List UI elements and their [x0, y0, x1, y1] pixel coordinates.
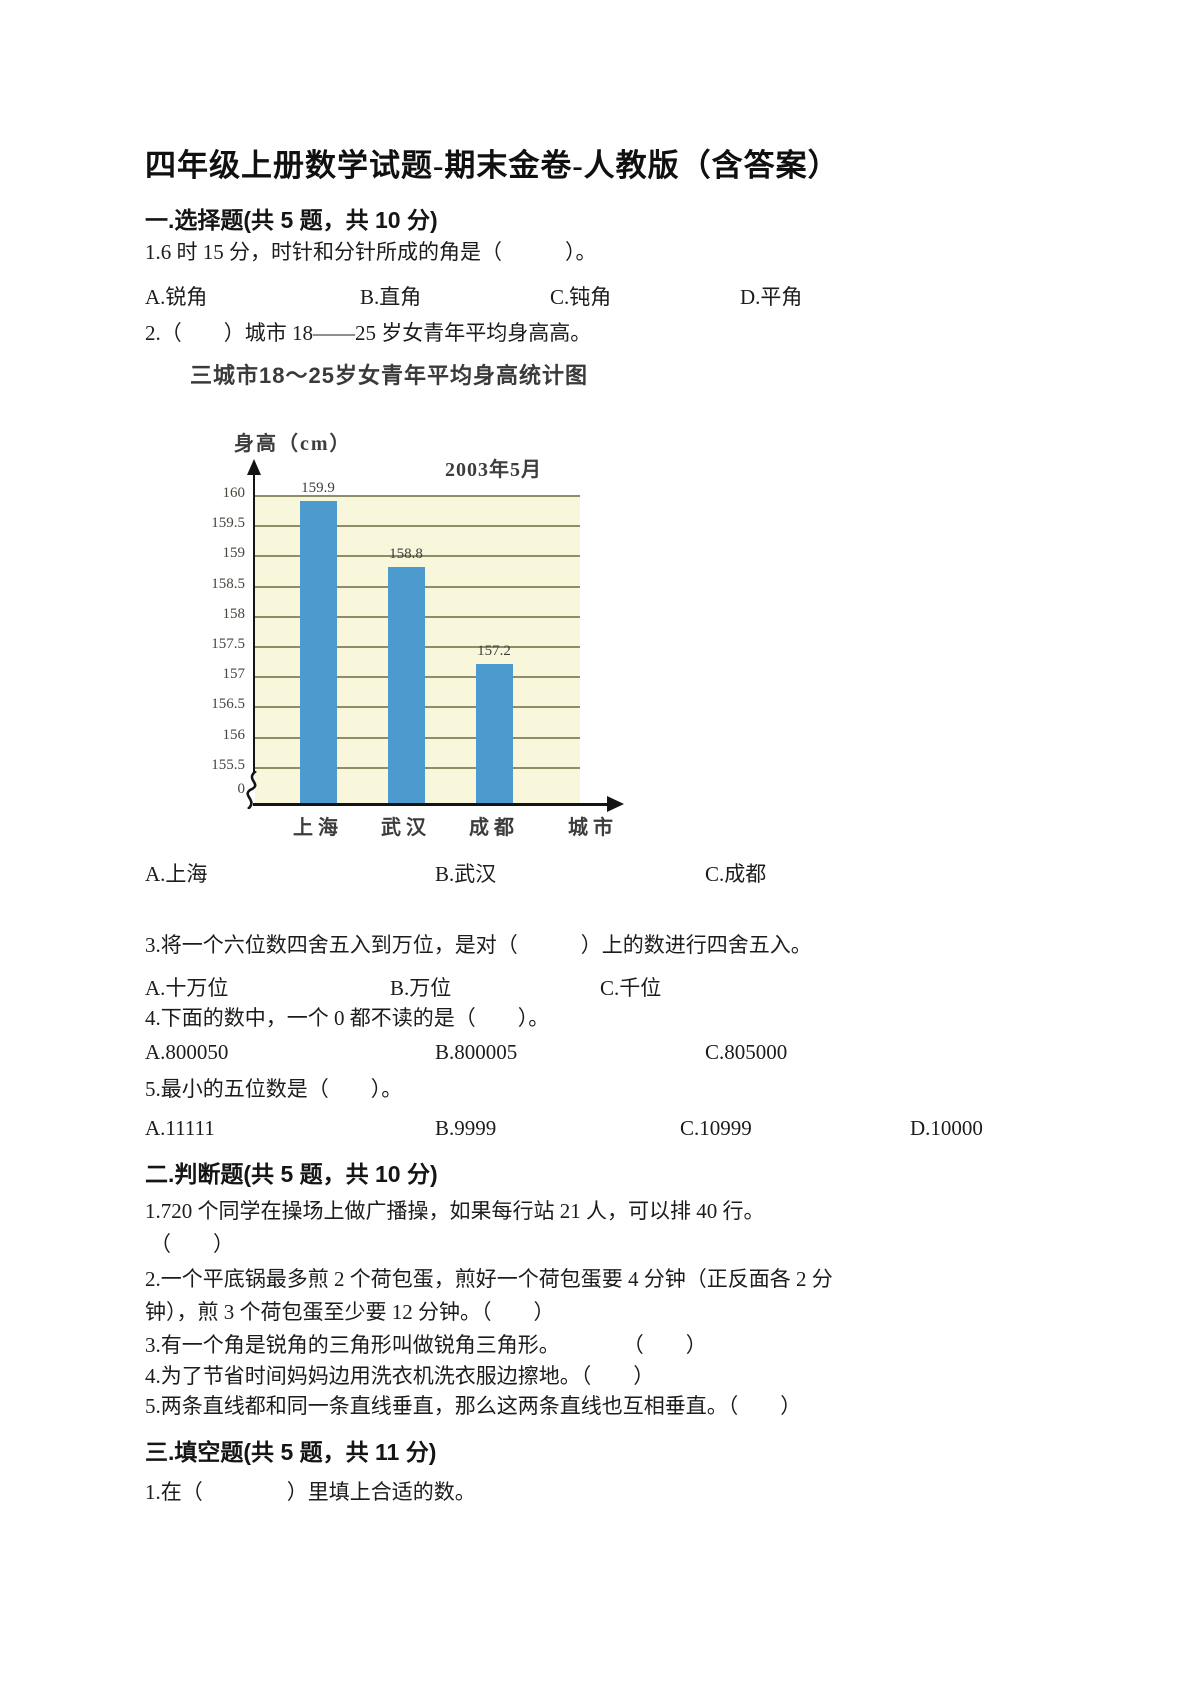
- question-1-2: 2.（ ）城市 18——25 岁女青年平均身高高。: [145, 321, 592, 345]
- y-tick-label: 156: [222, 726, 246, 743]
- question-1-5-options: A.11111 B.9999 C.10999 D.10000: [145, 1116, 1145, 1146]
- chart-annotation: 2003年5月: [445, 459, 542, 481]
- y-tick-label: 157: [222, 666, 246, 683]
- y-tick-label: 157.5: [211, 636, 245, 652]
- option-a: A.800050: [145, 1040, 229, 1064]
- option-d: D.平角: [740, 285, 803, 309]
- section-2-heading: 二.判断题(共 5 题，共 10 分): [145, 1161, 438, 1187]
- y-tick-label: 159: [222, 545, 246, 562]
- question-2-2-line1: 2.一个平底锅最多煎 2 个荷包蛋，煎好一个荷包蛋要 4 分钟（正反面各 2 分: [145, 1267, 833, 1291]
- option-b: B.直角: [360, 285, 422, 309]
- question-1-5: 5.最小的五位数是（ ）。: [145, 1077, 403, 1101]
- question-2-2-line2: 钟），煎 3 个荷包蛋至少要 12 分钟。（ ）: [145, 1300, 555, 1324]
- x-axis-arrow-icon: [607, 796, 624, 812]
- y-axis-arrow-icon: [247, 459, 261, 475]
- question-2-1-answer-bracket: （ ）: [150, 1232, 234, 1256]
- y-axis-label: 身高（cm）: [234, 433, 352, 455]
- bar-value-label: 158.8: [389, 546, 423, 563]
- option-b: B.武汉: [435, 862, 497, 886]
- option-a: A.上海: [145, 862, 208, 886]
- x-axis-line: [253, 803, 609, 806]
- question-1-3-options: A.十万位 B.万位 C.千位: [145, 972, 1145, 1002]
- question-1-2-options: A.上海 B.武汉 C.成都: [145, 858, 1145, 888]
- option-d: D.10000: [910, 1116, 983, 1140]
- question-2-3: 3.有一个角是锐角的三角形叫做锐角三角形。 （ ）: [145, 1333, 707, 1357]
- option-a: A.锐角: [145, 285, 208, 309]
- question-1-3: 3.将一个六位数四舍五入到万位，是对（ ）上的数进行四舍五入。: [145, 933, 812, 957]
- x-tick-label: 上海: [293, 817, 343, 839]
- option-c: C.805000: [705, 1040, 788, 1064]
- question-1-4: 4.下面的数中，一个 0 都不读的是（ ）。: [145, 1006, 550, 1030]
- gridline: [255, 555, 580, 558]
- x-axis-title: 城市: [568, 817, 618, 839]
- height-bar-chart: 身高（cm） 2003年5月 城市 160 159.5 159 158.5 158 157…: [170, 415, 650, 860]
- chart-title: 三城市18～25岁女青年平均身高统计图: [190, 363, 588, 388]
- question-2-5: 5.两条直线都和同一条直线垂直，那么这两条直线也互相垂直。（ ）: [145, 1394, 802, 1418]
- bar: [475, 664, 513, 803]
- option-b: B.万位: [390, 976, 452, 1000]
- question-1-4-options: A.800050 B.800005 C.805000: [145, 1040, 1145, 1070]
- y-tick-label: 156.5: [211, 696, 245, 713]
- x-tick-label: 成都: [469, 817, 519, 839]
- question-2-1: 1.720 个同学在操场上做广播操，如果每行站 21 人，可以排 40 行。: [145, 1199, 765, 1223]
- y-tick-label: 159.5: [211, 515, 245, 532]
- bar-value-label: 159.9: [301, 480, 335, 497]
- bar-value-label: 157.2: [477, 643, 511, 660]
- option-b: B.800005: [435, 1040, 518, 1064]
- option-c: C.千位: [600, 976, 662, 1000]
- y-tick-label: 0: [237, 781, 246, 797]
- axis-break-icon: [246, 771, 257, 809]
- option-a: A.11111: [145, 1116, 215, 1140]
- question-1-1: 1.6 时 15 分，时针和分针所成的角是（ ）。: [145, 240, 597, 264]
- gridline: [255, 495, 580, 497]
- x-tick-label: 武汉: [381, 817, 431, 839]
- question-2-4: 4.为了节省时间妈妈边用洗衣机洗衣服边擦地。（ ）: [145, 1364, 655, 1388]
- option-c: C.成都: [705, 862, 767, 886]
- y-axis-line: [253, 475, 255, 773]
- option-c: C.钝角: [550, 285, 612, 309]
- option-c: C.10999: [680, 1116, 752, 1140]
- section-1-heading: 一.选择题(共 5 题，共 10 分): [145, 207, 438, 233]
- gridline: [255, 525, 580, 528]
- page-title: 四年级上册数学试题-期末金卷-人教版（含答案）: [145, 148, 840, 183]
- option-a: A.十万位: [145, 976, 229, 1000]
- bar: [299, 501, 337, 803]
- section-3-heading: 三.填空题(共 5 题，共 11 分): [145, 1439, 437, 1465]
- y-tick-label: 158.5: [211, 575, 245, 592]
- y-tick-label: 160: [222, 485, 246, 501]
- y-tick-label: 155.5: [211, 756, 245, 773]
- question-3-1: 1.在（ ）里填上合适的数。: [145, 1480, 476, 1504]
- question-1-1-options: A.锐角 B.直角 C.钝角 D.平角: [145, 281, 1145, 311]
- y-tick-label: 158: [222, 605, 246, 622]
- bar: [387, 567, 425, 803]
- option-b: B.9999: [435, 1116, 497, 1140]
